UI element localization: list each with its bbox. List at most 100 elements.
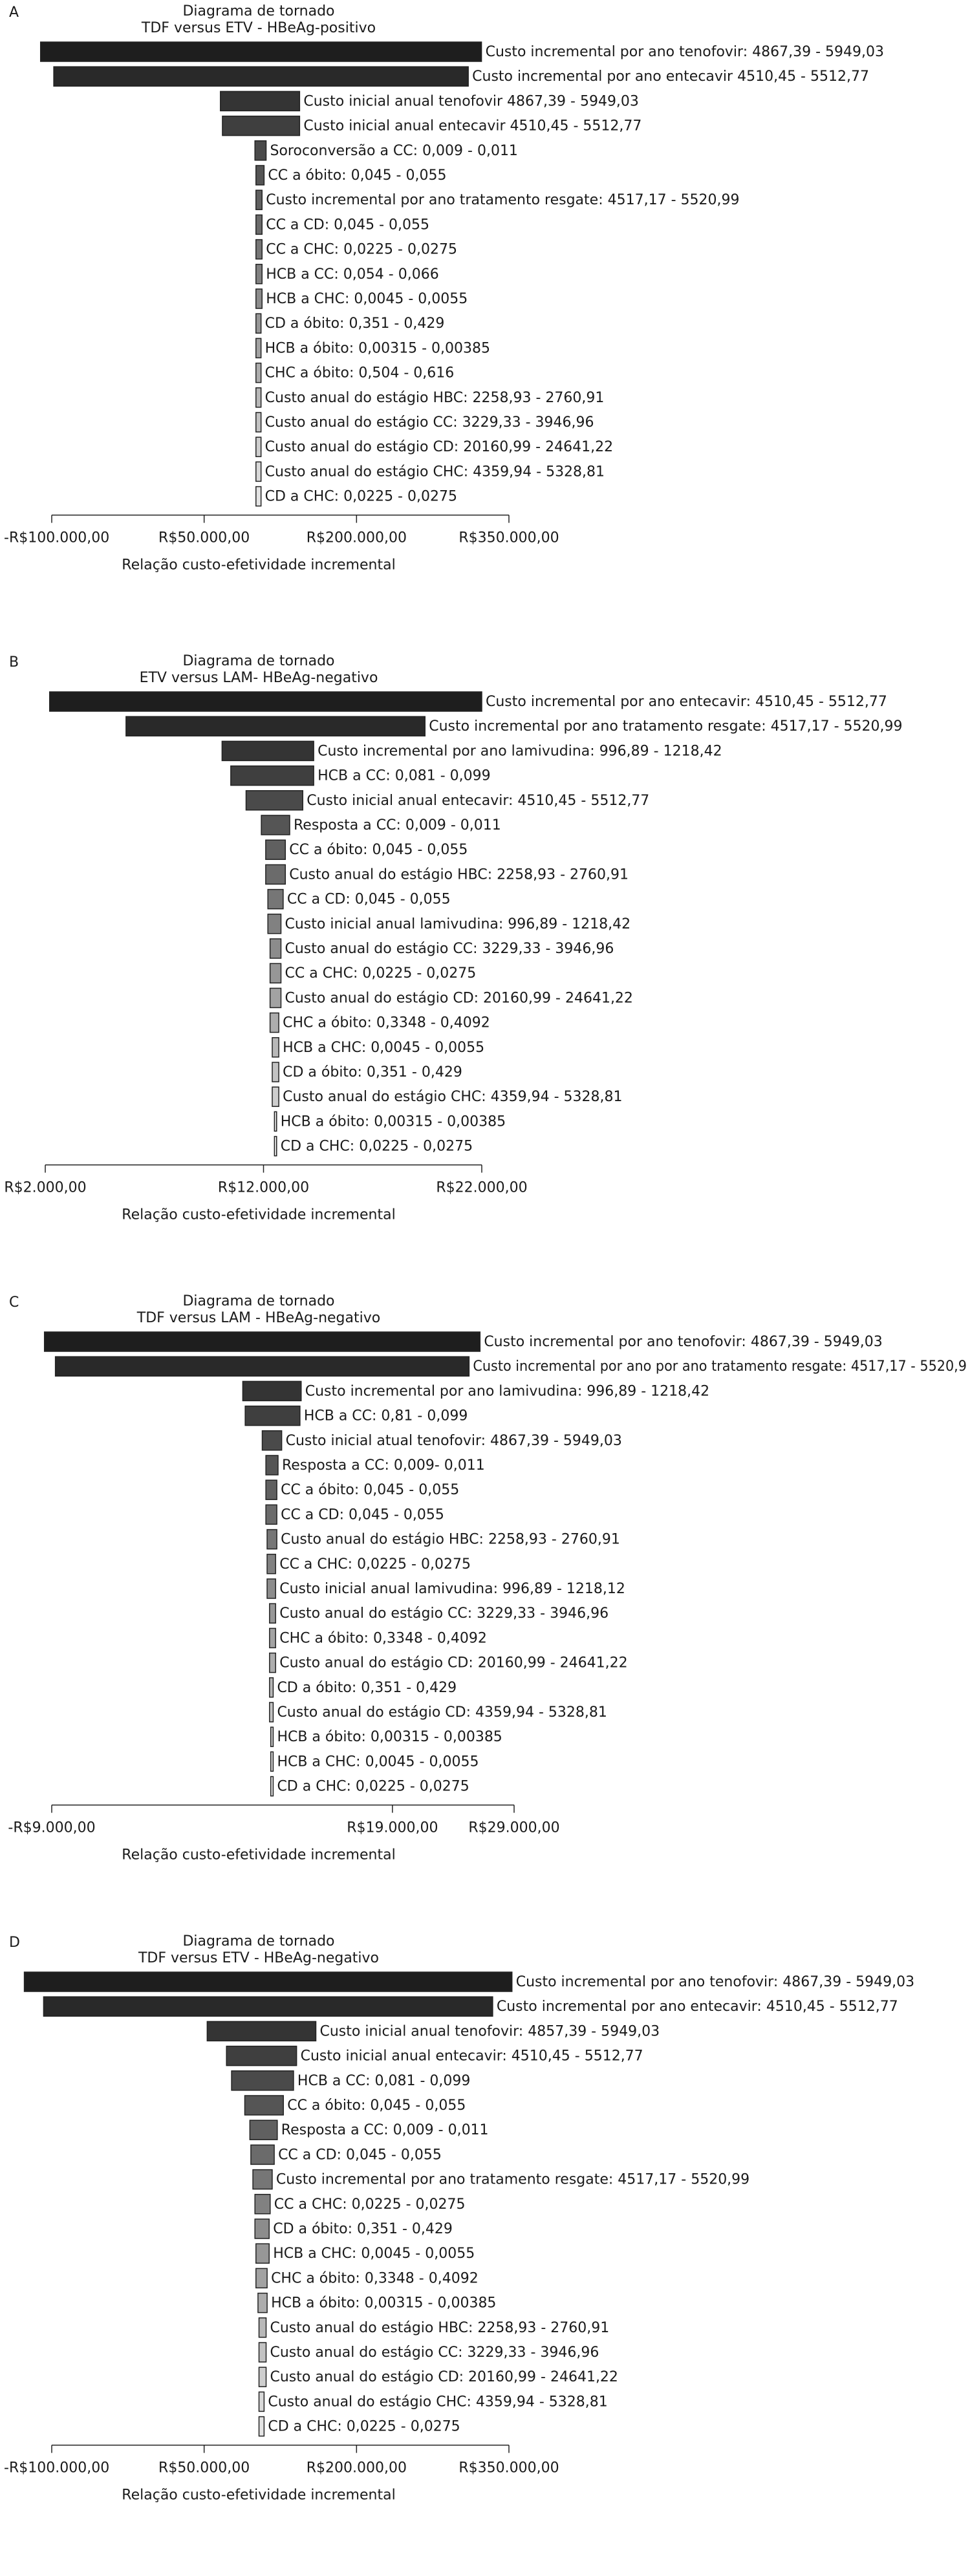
bar-label: Custo incremental por ano lamivudina: 99… xyxy=(305,1383,709,1399)
bar xyxy=(252,2169,273,2190)
bar xyxy=(230,765,314,786)
bar-label: HCB a óbito: 0,00315 - 0,00385 xyxy=(271,2295,496,2312)
x-axis-title: Relação custo-efetividade incremental xyxy=(122,1847,395,1863)
x-axis-title: Relação custo-efetividade incremental xyxy=(122,2487,395,2504)
bar xyxy=(255,264,263,284)
bar-label: Custo anual do estágio CHC: 4359,94 - 53… xyxy=(268,2394,607,2410)
x-tick-label: R$2.000,00 xyxy=(4,1180,86,1196)
bar xyxy=(272,1086,279,1107)
bar xyxy=(255,313,262,334)
panel-letter: D xyxy=(9,1935,20,1951)
bar-label: HCB a CC: 0,081 - 0,099 xyxy=(318,768,490,784)
chart-subtitle: ETV versus LAM- HBeAg-negativo xyxy=(140,670,378,686)
bar-label: Soroconversão a CC: 0,009 - 0,011 xyxy=(270,143,518,159)
x-tick-label: R$22.000,00 xyxy=(436,1180,527,1196)
bar-label: HCB a CHC: 0,0045 - 0,0055 xyxy=(273,2246,475,2262)
bar xyxy=(245,790,303,811)
chart-title: Diagrama de tornado xyxy=(182,653,334,669)
bar xyxy=(250,2144,275,2165)
bar xyxy=(270,1751,274,1772)
x-tick-label: R$29.000,00 xyxy=(468,1820,559,1836)
bar xyxy=(255,387,262,408)
bar xyxy=(269,1012,279,1033)
bar xyxy=(266,1554,276,1574)
bar xyxy=(255,362,262,383)
bar xyxy=(265,839,286,860)
bar xyxy=(54,1356,470,1377)
x-tick-label: R$200.000,00 xyxy=(307,530,407,546)
bar-label: Custo incremental por ano entecavir: 451… xyxy=(486,694,887,710)
bar-label: Custo incremental por ano por ano tratam… xyxy=(473,1358,967,1375)
bar xyxy=(269,1702,274,1723)
bar xyxy=(255,239,263,260)
panel-letter: C xyxy=(9,1294,19,1311)
bar-label: Custo inicial anual entecavir: 4510,45 -… xyxy=(301,2048,643,2065)
bar xyxy=(269,1677,274,1698)
bar-label: Custo incremental por ano tratamento res… xyxy=(266,192,739,208)
bar xyxy=(258,2391,265,2412)
bar xyxy=(254,140,267,161)
bar xyxy=(266,1529,277,1550)
bar-label: CHC a óbito: 0,504 - 0,616 xyxy=(265,365,455,381)
bar-label: CD a CHC: 0,0225 - 0,0275 xyxy=(281,1139,473,1155)
bar-label: Custo incremental por ano tratamento res… xyxy=(429,718,902,735)
bar-label: Custo anual do estágio HBC: 2258,93 - 27… xyxy=(281,1532,620,1548)
bar xyxy=(255,2243,270,2264)
bar-label: CC a CHC: 0,0225 - 0,0275 xyxy=(274,2196,466,2213)
bar xyxy=(49,691,482,712)
x-tick-label: R$350.000,00 xyxy=(458,530,559,546)
panel-letter: A xyxy=(9,5,19,21)
bar-label: HCB a CC: 0,81 - 0,099 xyxy=(304,1408,468,1424)
bar-label: CC a CHC: 0,0225 - 0,0275 xyxy=(266,242,457,258)
bar-label: Custo incremental por ano tratamento res… xyxy=(276,2172,749,2188)
bar-label: CD a CHC: 0,0225 - 0,0275 xyxy=(277,1779,469,1795)
bar-label: CD a óbito: 0,351 - 0,429 xyxy=(265,316,445,332)
bar xyxy=(43,1996,493,2017)
x-tick-label: -R$100.000,00 xyxy=(4,530,109,546)
bar-label: Custo incremental por ano entecavir 4510… xyxy=(472,69,869,85)
bar-label: CC a CD: 0,045 - 0,055 xyxy=(278,2147,442,2163)
bar-label: CHC a óbito: 0,3348 - 0,4092 xyxy=(271,2270,479,2286)
x-tick-label: R$19.000,00 xyxy=(347,1820,438,1836)
bar xyxy=(255,338,262,359)
x-tick-label: R$50.000,00 xyxy=(158,530,250,546)
x-axis-title: Relação custo-efetividade incremental xyxy=(122,557,395,574)
bar xyxy=(258,2342,267,2363)
panel-letter: B xyxy=(9,654,19,671)
bar-label: CC a CD: 0,045 - 0,055 xyxy=(281,1507,444,1523)
bar xyxy=(269,963,282,983)
bar xyxy=(255,214,263,235)
bar-label: Custo anual do estágio CD: 4359,94 - 532… xyxy=(277,1704,607,1721)
bar-label: HCB a CHC: 0,0045 - 0,0055 xyxy=(266,291,468,307)
bar xyxy=(274,1111,277,1132)
bar xyxy=(270,1726,274,1747)
bar-label: Resposta a CC: 0,009- 0,011 xyxy=(282,1457,485,1474)
bar xyxy=(265,1455,279,1476)
chart-subtitle: TDF versus ETV - HBeAg-negativo xyxy=(138,1950,379,1966)
bar-label: Custo anual do estágio CC: 3229,33 - 394… xyxy=(285,941,614,957)
bar xyxy=(274,1135,277,1157)
bar xyxy=(255,165,265,186)
bar xyxy=(272,1062,279,1082)
bar-label: Custo anual do estágio CHC: 4359,94 - 53… xyxy=(283,1089,622,1105)
bar-label: Custo incremental por ano lamivudina: 99… xyxy=(318,743,722,759)
bar-label: HCB a CC: 0,054 - 0,066 xyxy=(266,266,438,283)
bar-label: Custo anual do estágio HBC: 2258,93 - 27… xyxy=(265,390,605,406)
chart-title: Diagrama de tornado xyxy=(182,3,334,19)
bar-label: Custo anual do estágio CD: 20160,99 - 24… xyxy=(285,990,633,1006)
bar xyxy=(261,1430,283,1451)
bar-label: HCB a CHC: 0,0045 - 0,0055 xyxy=(283,1040,484,1056)
bar xyxy=(255,461,262,482)
bar xyxy=(265,1504,277,1525)
bar xyxy=(269,1627,276,1649)
bar-label: Custo anual do estágio CHC: 4359,94 - 53… xyxy=(265,464,605,480)
bar xyxy=(255,288,263,309)
bar-label: Custo anual do estágio CC: 3229,33 - 394… xyxy=(279,1605,609,1622)
bar xyxy=(257,2292,268,2313)
bar xyxy=(244,2095,284,2116)
bar-label: HCB a óbito: 0,00315 - 0,00385 xyxy=(281,1113,506,1130)
